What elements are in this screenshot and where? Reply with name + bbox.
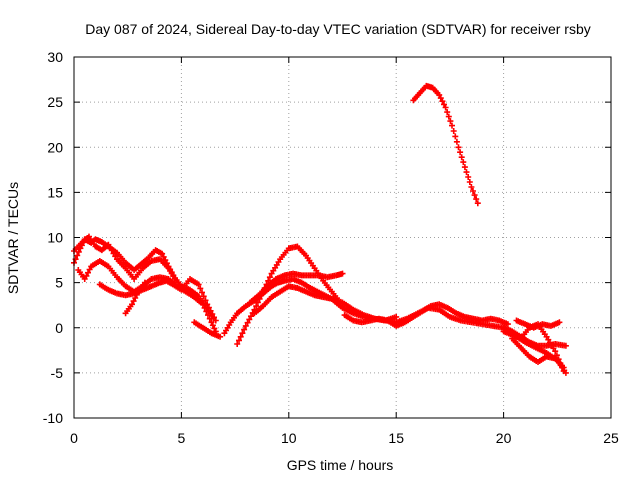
x-tick-label: 25 [603,430,619,446]
y-tick-label: 20 [47,139,63,155]
x-tick-label: 5 [178,430,186,446]
y-tick-label: 0 [55,320,63,336]
x-tick-label: 10 [281,430,297,446]
x-axis-label: GPS time / hours [287,457,394,473]
x-tick-label: 20 [496,430,512,446]
y-tick-label: 10 [47,230,63,246]
series-track-k [341,301,511,329]
series-track-o [513,317,563,331]
series-track-e [122,279,148,317]
y-tick-label: 15 [47,184,63,200]
x-tick-label: 15 [388,430,404,446]
x-tick-label: 0 [70,430,78,446]
series-track-i [247,270,346,306]
y-axis: -10 -5 0 5 10 15 20 25 30 [43,49,611,426]
y-tick-label: 25 [47,94,63,110]
data-markers [122,279,148,317]
y-tick-label: 5 [55,275,63,291]
data-markers [410,82,481,207]
data-markers [247,270,346,306]
y-tick-label: -5 [51,365,64,381]
y-axis-label: SDTVAR / TECUs [5,182,21,294]
data-markers [509,335,567,371]
x-axis: 0 5 10 15 20 25 [70,57,619,446]
series-track-n [509,335,567,371]
grid-lines [74,57,611,418]
chart-title: Day 087 of 2024, Sidereal Day-to-day VTE… [85,21,591,37]
series-track-p [410,82,481,207]
y-tick-label: 30 [47,49,63,65]
data-markers [341,301,511,329]
series-track-f [191,319,224,340]
y-tick-label: -10 [43,410,63,426]
data-markers [191,319,224,340]
data-markers [513,317,563,331]
